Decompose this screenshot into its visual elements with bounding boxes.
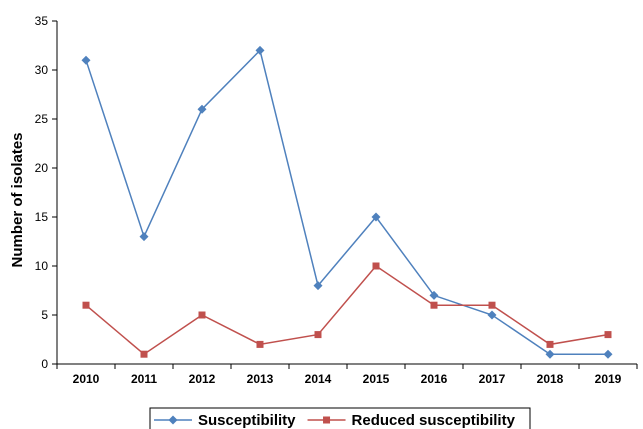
x-tick-label: 2017 [479, 372, 506, 386]
data-point [140, 350, 148, 358]
series-line-reduced-susceptibility [85, 265, 609, 356]
y-tick-label: 20 [35, 161, 49, 175]
data-point [430, 301, 438, 309]
y-tick-label: 0 [41, 357, 48, 371]
legend-marker-reduced-susceptibility [323, 416, 331, 424]
data-point [372, 262, 380, 270]
data-point [313, 281, 323, 291]
data-point [314, 331, 322, 339]
legend-marker-susceptibility [168, 415, 178, 425]
legend-label-reduced-susceptibility: Reduced susceptibility [352, 412, 516, 429]
y-tick-label: 5 [41, 308, 48, 322]
x-tick-label: 2013 [247, 372, 274, 386]
data-point [255, 45, 265, 55]
x-tick-label: 2016 [421, 372, 448, 386]
legend-box [149, 407, 531, 429]
series-reduced-susceptibility [82, 262, 612, 358]
x-tick-label: 2010 [73, 372, 100, 386]
data-point [198, 311, 206, 319]
x-tick-label: 2011 [131, 372, 157, 386]
data-point [81, 55, 91, 65]
data-point [82, 301, 90, 309]
legend-label-susceptibility: Susceptibility [198, 412, 296, 429]
x-axis: 2010 2011 2012 2013 2014 2015 2016 2017 2018 2019 [56, 363, 638, 386]
x-tick-label: 2014 [305, 372, 332, 386]
y-tick-label: 30 [35, 63, 49, 77]
data-point [603, 349, 613, 359]
legend: Susceptibility Reduced susceptibility [149, 407, 531, 429]
data-point [256, 340, 264, 348]
data-point [488, 301, 496, 309]
data-point [545, 349, 555, 359]
series-layer [81, 45, 613, 359]
x-tick-label: 2019 [595, 372, 622, 386]
y-tick-label: 25 [35, 112, 49, 126]
data-point [487, 310, 497, 320]
series-susceptibility [81, 45, 613, 359]
data-point [546, 340, 554, 348]
y-tick-label: 35 [35, 14, 49, 28]
series-line-susceptibility [85, 48, 608, 355]
data-point [197, 104, 207, 114]
y-tick-label: 10 [35, 259, 49, 273]
data-point [429, 290, 439, 300]
x-tick-label: 2015 [363, 372, 390, 386]
data-point [604, 331, 612, 339]
y-axis: 0 5 10 15 20 25 30 35 [35, 14, 58, 371]
data-point [371, 212, 381, 222]
x-tick-label: 2012 [189, 372, 216, 386]
x-tick-label: 2018 [537, 372, 564, 386]
y-axis-title: Number of isolates [9, 132, 26, 267]
y-tick-label: 15 [35, 210, 49, 224]
data-point [139, 232, 149, 242]
